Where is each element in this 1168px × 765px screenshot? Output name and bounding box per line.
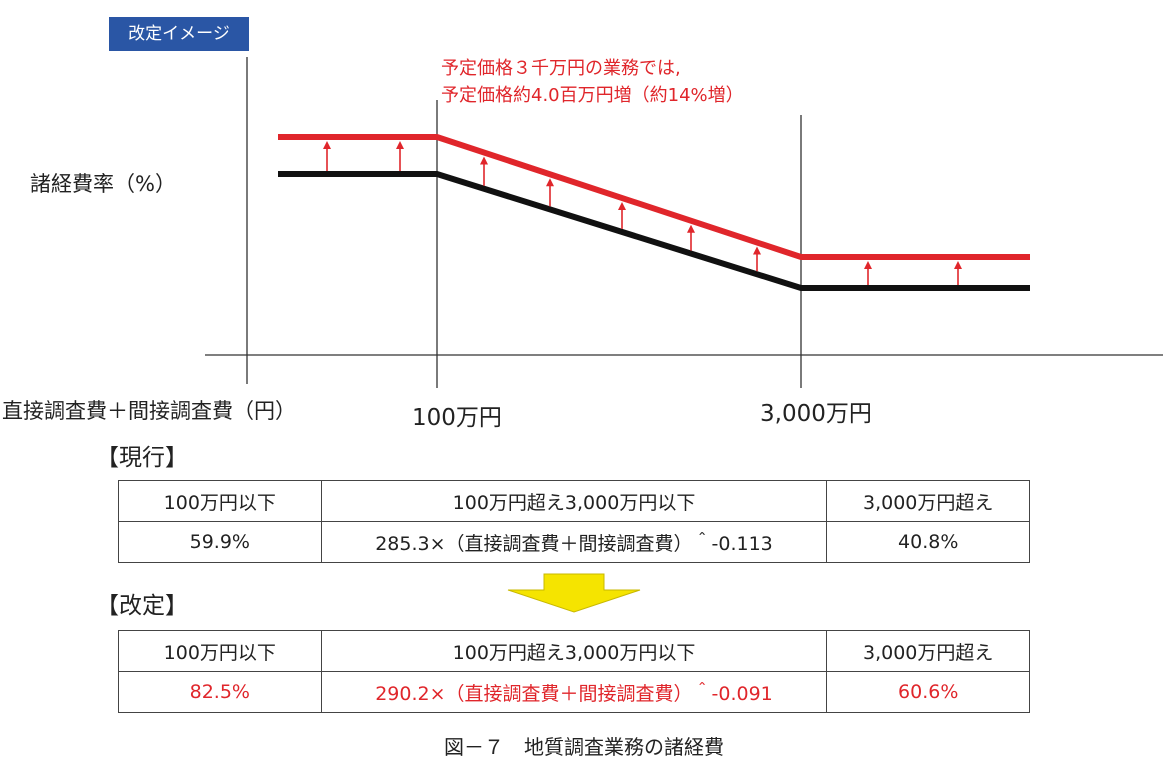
down-arrow-icon — [507, 573, 641, 613]
increase-arrow-head — [954, 261, 962, 269]
increase-arrow-head — [546, 178, 554, 187]
increase-arrow-head — [480, 156, 488, 165]
current-rate-table: 100万円以下 100万円超え3,000万円以下 3,000万円超え 59.9%… — [118, 480, 1030, 563]
increase-arrow-head — [323, 141, 331, 149]
revised-rate-table: 100万円以下 100万円超え3,000万円以下 3,000万円超え 82.5%… — [118, 630, 1030, 713]
table-header-cell: 3,000万円超え — [826, 630, 1030, 672]
series-line-current — [278, 171, 1030, 291]
revised-section-title: 【改定】 — [96, 593, 188, 619]
table-cell: 290.2×（直接調査費＋間接調査費）＾-0.091 — [320, 671, 828, 713]
table-cell: 59.9% — [118, 521, 322, 563]
x-axis-label: 直接調査費＋間接調査費（円） — [2, 399, 296, 423]
table-header-cell: 100万円超え3,000万円以下 — [320, 630, 828, 672]
increase-arrows — [323, 141, 962, 285]
table-cell: 60.6% — [826, 671, 1030, 713]
table-cell: 285.3×（直接調査費＋間接調査費）＾-0.113 — [320, 521, 828, 563]
revision-badge: 改定イメージ — [109, 17, 249, 51]
series-line-revised — [278, 134, 1030, 260]
x-tick-label: 100万円 — [412, 405, 502, 431]
x-tick-label: 3,000万円 — [760, 401, 872, 427]
increase-arrow-head — [396, 141, 404, 149]
increase-arrow-head — [618, 201, 626, 210]
figure-caption: 図－７ 地質調査業務の諸経費 — [444, 735, 724, 759]
table-header-cell: 3,000万円超え — [826, 480, 1030, 522]
increase-arrow-head — [687, 224, 695, 233]
table-cell: 40.8% — [826, 521, 1030, 563]
table-cell: 82.5% — [118, 671, 322, 713]
table-header-row: 100万円以下 100万円超え3,000万円以下 3,000万円超え — [118, 630, 1030, 672]
increase-arrow-head — [753, 246, 761, 255]
table-header-cell: 100万円超え3,000万円以下 — [320, 480, 828, 522]
table-header-cell: 100万円以下 — [118, 630, 322, 672]
table-row: 82.5% 290.2×（直接調査費＋間接調査費）＾-0.091 60.6% — [118, 671, 1030, 713]
table-row: 59.9% 285.3×（直接調査費＋間接調査費）＾-0.113 40.8% — [118, 521, 1030, 563]
table-header-cell: 100万円以下 — [118, 480, 322, 522]
increase-annotation: 予定価格３千万円の業務では, 予定価格約4.0百万円増（約14%増） — [441, 58, 744, 106]
current-section-title: 【現行】 — [96, 445, 188, 471]
y-axis-label: 諸経費率（%） — [30, 172, 176, 196]
increase-arrow-head — [864, 261, 872, 269]
table-header-row: 100万円以下 100万円超え3,000万円以下 3,000万円超え — [118, 480, 1030, 522]
